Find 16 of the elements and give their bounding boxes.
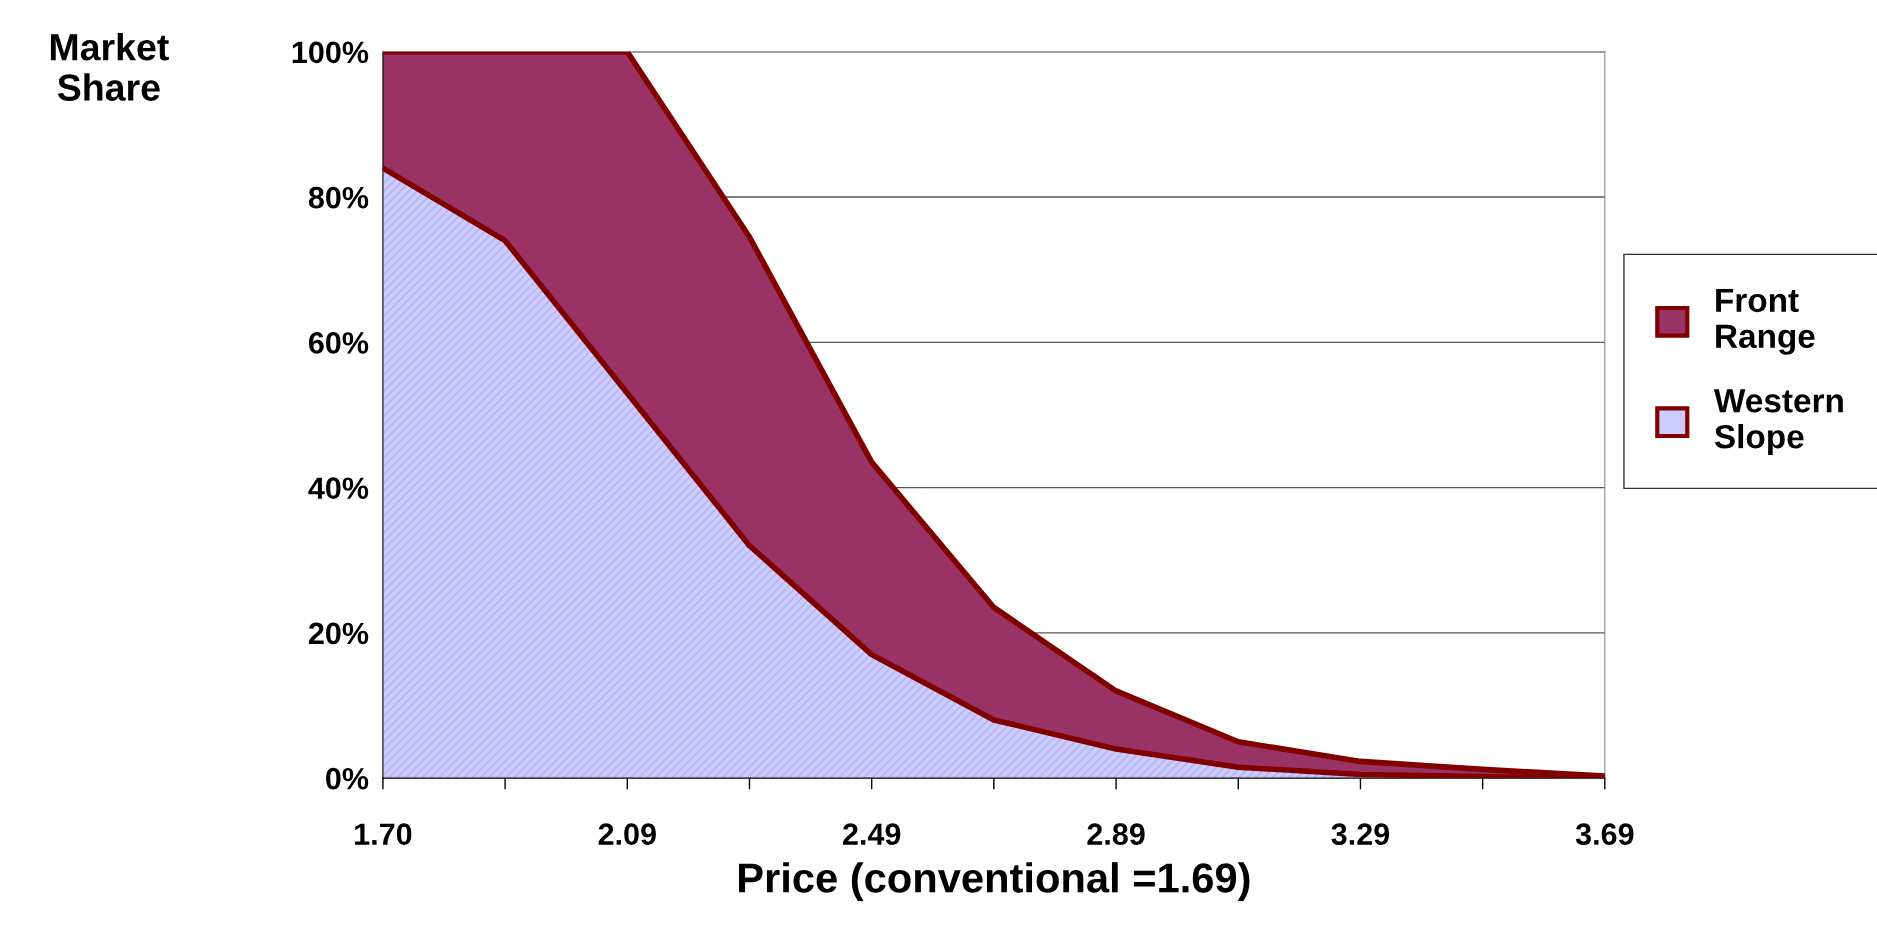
x-tick-label: 3.69: [1575, 823, 1634, 846]
x-tick-label: 3.29: [1331, 823, 1390, 846]
y-axis-title: Market Share: [50, 32, 169, 101]
legend-label: Western Slope: [1713, 389, 1843, 456]
y-tick-label: 60%: [308, 332, 369, 354]
y-tick-label: 20%: [308, 622, 369, 645]
legend-label: Front Range: [1716, 288, 1815, 355]
x-tick-label: 2.89: [1087, 823, 1145, 845]
y-tick-label: 100%: [292, 41, 369, 64]
x-axis-title: Price (conventional =1.69): [739, 862, 1250, 901]
x-tick-label: 2.49: [843, 823, 901, 845]
y-tick-label: 0%: [326, 767, 369, 790]
y-tick-label: 80%: [308, 186, 369, 209]
y-tick-label: 40%: [308, 477, 369, 499]
x-tick-label: 1.70: [355, 823, 412, 845]
x-tick-label: 2.09: [598, 823, 656, 845]
